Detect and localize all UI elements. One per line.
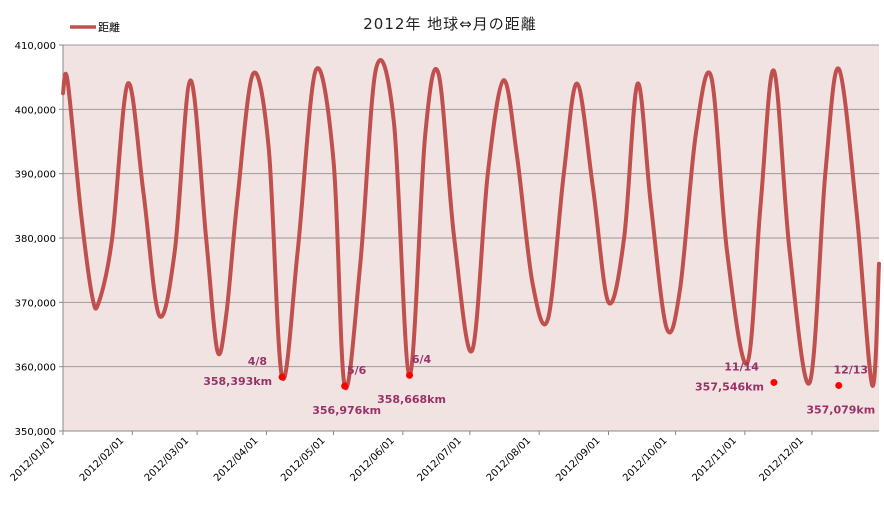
y-tick-label: 410,000 [15, 41, 56, 52]
annotation-distance-label: 358,668km [377, 393, 446, 406]
y-tick-label: 380,000 [15, 234, 56, 245]
annotation-date-label: 11/14 [724, 360, 759, 373]
x-tick-label: 2012/06/01 [348, 435, 397, 484]
y-tick-label: 390,000 [15, 170, 56, 181]
x-tick-label: 2012/01/01 [9, 435, 58, 484]
y-tick-label: 350,000 [15, 427, 56, 438]
series-line-distance [61, 58, 881, 391]
annotation-distance-label: 358,393km [203, 375, 272, 388]
x-tick-label: 2012/02/01 [78, 435, 127, 484]
annotation-distance-label: 357,079km [806, 403, 875, 416]
y-tick-label: 360,000 [15, 363, 56, 374]
x-tick-label: 2012/09/01 [554, 435, 603, 484]
annotation-date-label: 12/13 [833, 363, 868, 376]
x-tick-label: 2012/05/01 [279, 435, 328, 484]
x-tick-label: 2012/08/01 [485, 435, 534, 484]
x-tick-label: 2012/12/01 [758, 435, 807, 484]
perigee-marker [278, 373, 286, 381]
annotation-distance-label: 356,976km [312, 404, 381, 417]
perigee-marker [835, 381, 843, 389]
y-tick-label: 370,000 [15, 298, 56, 309]
x-tick-label: 2012/04/01 [212, 435, 261, 484]
x-tick-label: 2012/10/01 [621, 435, 670, 484]
x-tick-label: 2012/03/01 [143, 435, 192, 484]
perigee-marker [341, 382, 349, 390]
annotation-date-label: 5/6 [347, 364, 367, 377]
legend: 距離 [70, 20, 120, 34]
x-tick-label: 2012/11/01 [690, 435, 739, 484]
annotation-date-label: 6/4 [412, 353, 432, 366]
chart-title: 2012年 地球⇔月の距離 [363, 15, 537, 33]
y-tick-label: 400,000 [15, 105, 56, 116]
annotation-distance-label: 357,546km [695, 380, 764, 393]
annotation-date-label: 4/8 [248, 355, 267, 368]
perigee-marker [406, 371, 414, 379]
perigee-marker [770, 378, 778, 386]
legend-label: 距離 [98, 20, 120, 34]
x-tick-label: 2012/07/01 [415, 435, 464, 484]
